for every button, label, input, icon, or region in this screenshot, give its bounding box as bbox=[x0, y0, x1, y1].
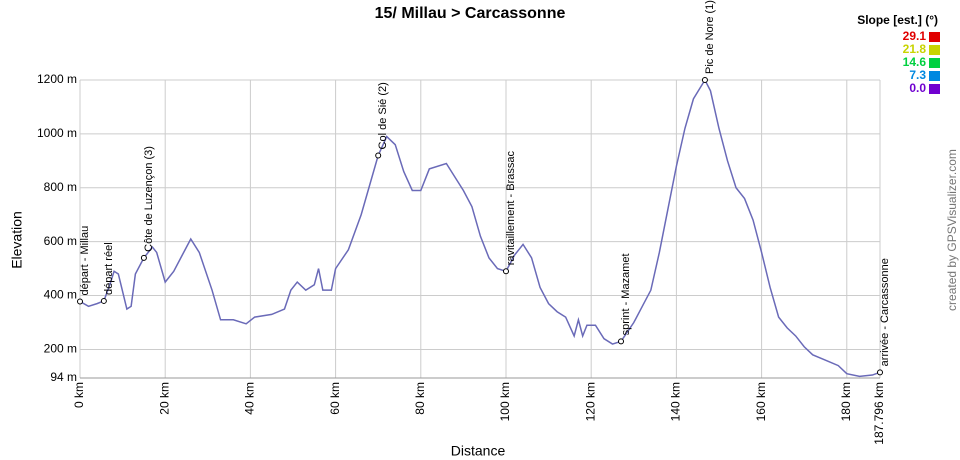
x-axis-label: Distance bbox=[451, 443, 506, 459]
legend-swatch bbox=[929, 45, 940, 55]
waypoint-label: Pic de Nore (1) bbox=[704, 0, 716, 74]
legend-swatch bbox=[929, 71, 940, 81]
x-tick-label: 40 km bbox=[243, 382, 257, 415]
legend-swatch bbox=[929, 58, 940, 68]
legend-label: 0.0 bbox=[909, 81, 926, 95]
x-tick-label: 80 km bbox=[413, 382, 427, 415]
x-tick-label: 187.796 km bbox=[872, 382, 886, 445]
y-tick-label: 1200 m bbox=[37, 72, 77, 86]
waypoint-marker bbox=[618, 338, 625, 345]
waypoint-marker bbox=[100, 297, 107, 304]
x-tick-label: 140 km bbox=[669, 382, 683, 421]
legend-label: 7.3 bbox=[909, 68, 926, 82]
x-tick-label: 0 km bbox=[72, 382, 86, 408]
waypoint-label: sprint - Mazamet bbox=[620, 253, 632, 335]
y-tick-label: 1000 m bbox=[37, 126, 77, 140]
waypoint-label: départ - Millau bbox=[79, 226, 91, 296]
x-tick-label: 20 km bbox=[157, 382, 171, 415]
waypoint-label: Côte de Luzençon (3) bbox=[143, 146, 155, 252]
elevation-line bbox=[79, 78, 881, 378]
x-tick-label: 60 km bbox=[328, 382, 342, 415]
y-tick-label: 800 m bbox=[44, 180, 77, 194]
legend-label: 29.1 bbox=[903, 29, 927, 43]
legend-label: 21.8 bbox=[903, 42, 927, 56]
waypoint-label: ravitaillement - Brassac bbox=[505, 150, 517, 265]
credit: created by GPSVisualizer.com bbox=[945, 149, 959, 311]
y-tick-label: 600 m bbox=[44, 234, 77, 248]
waypoint-label: arrivée - Carcassonne bbox=[879, 258, 891, 366]
legend-label: 14.6 bbox=[903, 55, 927, 69]
waypoint-label: départ réel bbox=[103, 242, 115, 295]
waypoint-marker bbox=[77, 298, 83, 305]
y-tick-label: 94 m bbox=[50, 370, 77, 384]
x-tick-label: 100 km bbox=[498, 382, 512, 421]
x-tick-label: 180 km bbox=[839, 382, 853, 421]
y-axis-label: Elevation bbox=[9, 211, 25, 269]
x-tick-label: 120 km bbox=[583, 382, 597, 421]
waypoint-marker bbox=[502, 268, 509, 275]
chart-title: 15/ Millau > Carcassonne bbox=[375, 5, 566, 22]
x-tick-label: 160 km bbox=[754, 382, 768, 421]
legend-swatch bbox=[929, 32, 940, 42]
waypoint-marker bbox=[140, 254, 147, 261]
legend-title: Slope [est.] (°) bbox=[857, 13, 938, 27]
waypoint-label: Col de Sié (2) bbox=[377, 82, 389, 149]
waypoint-marker bbox=[701, 77, 708, 83]
y-tick-label: 400 m bbox=[44, 288, 77, 302]
y-tick-label: 200 m bbox=[44, 342, 77, 356]
waypoint-marker bbox=[375, 152, 382, 159]
waypoint-marker bbox=[877, 369, 883, 376]
legend-swatch bbox=[929, 84, 940, 94]
